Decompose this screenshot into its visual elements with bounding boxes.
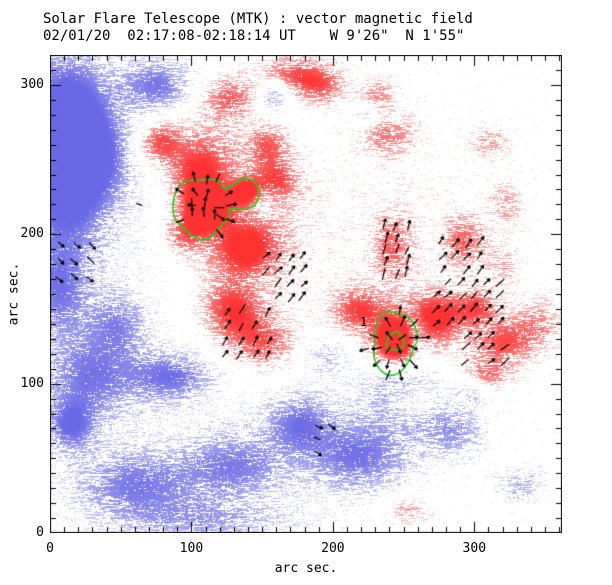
y-tick-label: 100 xyxy=(20,375,44,391)
x-tick-label: 300 xyxy=(462,541,487,556)
y-tick-label: 300 xyxy=(20,76,44,92)
y-axis-title: arc sec. xyxy=(6,262,22,326)
x-tick-label: 100 xyxy=(179,541,204,556)
magnetogram-plot-canvas xyxy=(50,55,562,533)
figure-subtitle: 02/01/20 02:17:08-02:18:14 UT W 9'26" N … xyxy=(43,28,465,44)
x-tick-label: 0 xyxy=(46,541,54,556)
y-tick-label: 0 xyxy=(36,525,44,540)
x-axis-title: arc sec. xyxy=(274,561,338,576)
y-tick-label: 200 xyxy=(20,226,44,242)
contour-level-label: 1 xyxy=(359,315,368,330)
figure-title: Solar Flare Telescope (MTK) : vector mag… xyxy=(43,11,473,27)
x-tick-label: 200 xyxy=(321,541,345,556)
